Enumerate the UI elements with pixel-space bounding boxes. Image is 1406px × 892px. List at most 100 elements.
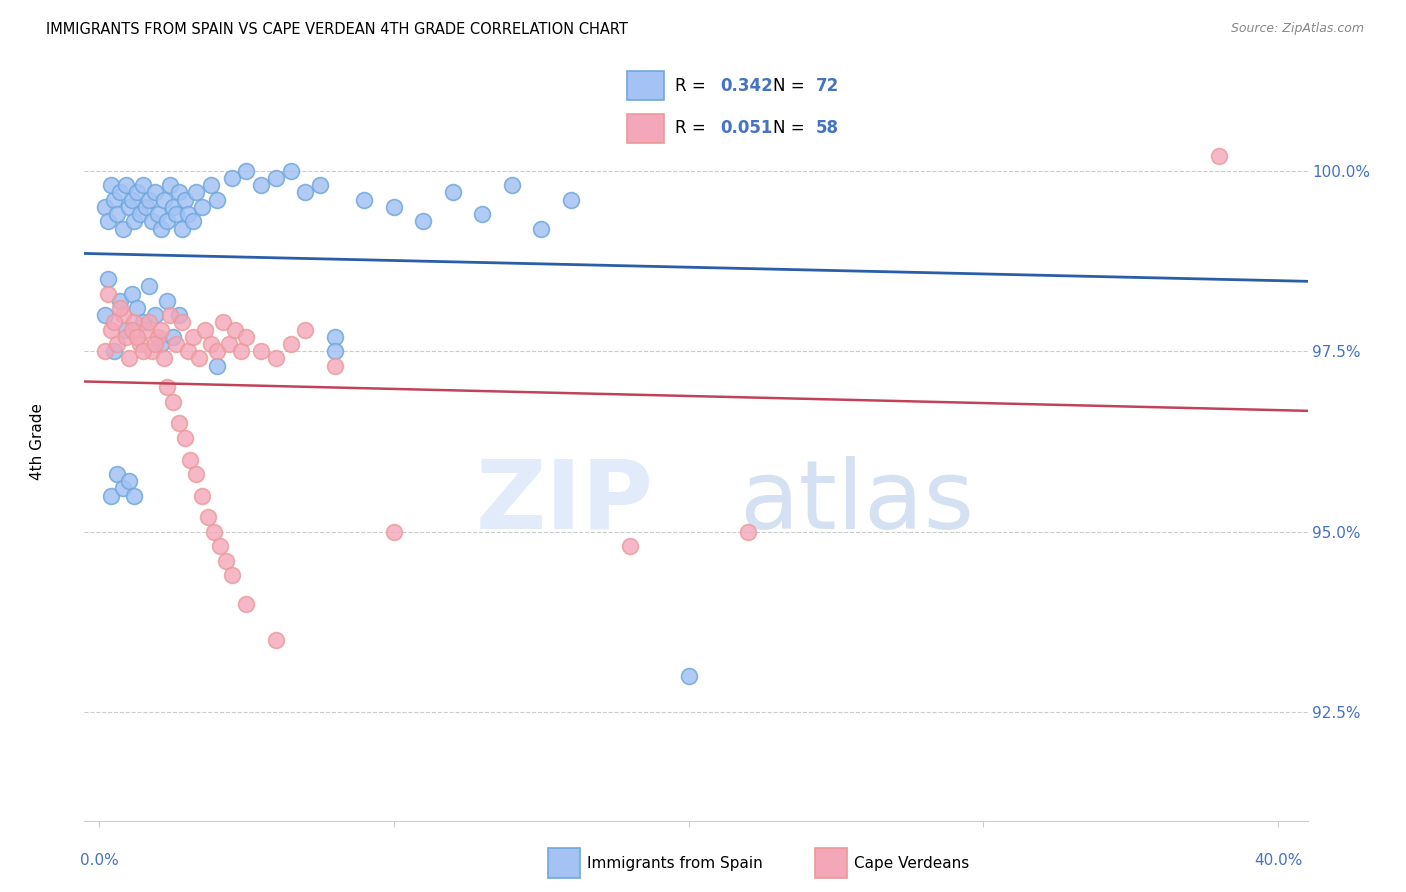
Point (114, 178, 136, 193)
Point (202, 524, 225, 539)
Point (117, 200, 139, 214)
Point (156, 293, 179, 308)
Point (170, 221, 193, 235)
Point (105, 207, 128, 221)
Point (186, 467, 208, 481)
Point (678, 669, 700, 683)
Point (124, 315, 146, 329)
Point (176, 207, 198, 221)
Point (100, 323, 122, 337)
Point (150, 337, 173, 351)
Point (150, 221, 173, 235)
Point (412, 214, 434, 228)
Point (138, 279, 160, 293)
Point (323, 359, 346, 373)
Point (737, 524, 759, 539)
Text: Source: ZipAtlas.com: Source: ZipAtlas.com (1230, 22, 1364, 36)
Point (127, 186, 149, 200)
Point (138, 193, 160, 207)
Point (167, 186, 190, 200)
Point (441, 186, 464, 200)
Point (188, 351, 211, 366)
Point (94, 308, 117, 322)
Point (560, 193, 582, 207)
Point (264, 171, 287, 186)
Point (501, 178, 523, 193)
Point (100, 489, 122, 503)
Point (117, 475, 139, 489)
Point (94, 200, 117, 214)
Point (103, 315, 125, 329)
Point (200, 178, 222, 193)
Point (235, 330, 257, 344)
Point (97, 214, 120, 228)
Point (167, 308, 190, 322)
Point (162, 330, 184, 344)
Point (471, 207, 494, 221)
Point (127, 330, 149, 344)
Text: R =: R = (675, 77, 711, 95)
Point (264, 633, 287, 648)
Bar (815, 848, 846, 878)
Text: 0.0%: 0.0% (80, 853, 118, 868)
Point (97, 286, 120, 301)
Point (97, 272, 120, 286)
Point (156, 380, 179, 394)
Point (132, 315, 155, 329)
Point (153, 193, 176, 207)
Point (167, 417, 190, 431)
Point (129, 337, 152, 351)
Point (280, 337, 302, 351)
Point (121, 323, 143, 337)
Point (323, 344, 346, 359)
Point (111, 482, 134, 496)
Point (117, 351, 139, 366)
Point (108, 293, 131, 308)
Point (353, 193, 375, 207)
Point (132, 178, 155, 193)
Point (173, 193, 195, 207)
Text: 58: 58 (815, 120, 838, 137)
Point (179, 452, 201, 467)
Point (146, 207, 169, 221)
Text: Immigrants from Spain: Immigrants from Spain (588, 855, 763, 871)
Text: ZIP: ZIP (475, 456, 654, 549)
Text: R =: R = (675, 120, 711, 137)
Point (132, 344, 155, 359)
Point (165, 207, 187, 221)
Point (121, 286, 143, 301)
Point (162, 200, 184, 214)
Point (159, 178, 181, 193)
Point (124, 489, 146, 503)
Point (208, 539, 231, 553)
Bar (627, 71, 664, 100)
Point (323, 330, 346, 344)
Point (170, 315, 193, 329)
Point (141, 344, 163, 359)
Point (205, 344, 228, 359)
Point (105, 337, 128, 351)
Text: N =: N = (773, 120, 810, 137)
Point (280, 163, 302, 178)
Point (156, 214, 179, 228)
Text: atlas: atlas (738, 456, 974, 549)
Point (141, 214, 163, 228)
Point (127, 301, 149, 315)
Point (129, 207, 152, 221)
Point (114, 330, 136, 344)
Point (121, 193, 143, 207)
Point (229, 344, 252, 359)
Point (103, 193, 125, 207)
Point (143, 308, 166, 322)
Point (221, 568, 243, 582)
Point (114, 323, 136, 337)
Text: Cape Verdeans: Cape Verdeans (855, 855, 969, 871)
Point (108, 301, 131, 315)
Point (159, 308, 181, 322)
Point (191, 200, 214, 214)
Point (111, 221, 134, 235)
Point (183, 330, 205, 344)
Point (183, 214, 205, 228)
Point (146, 330, 169, 344)
Point (1208, 149, 1230, 163)
